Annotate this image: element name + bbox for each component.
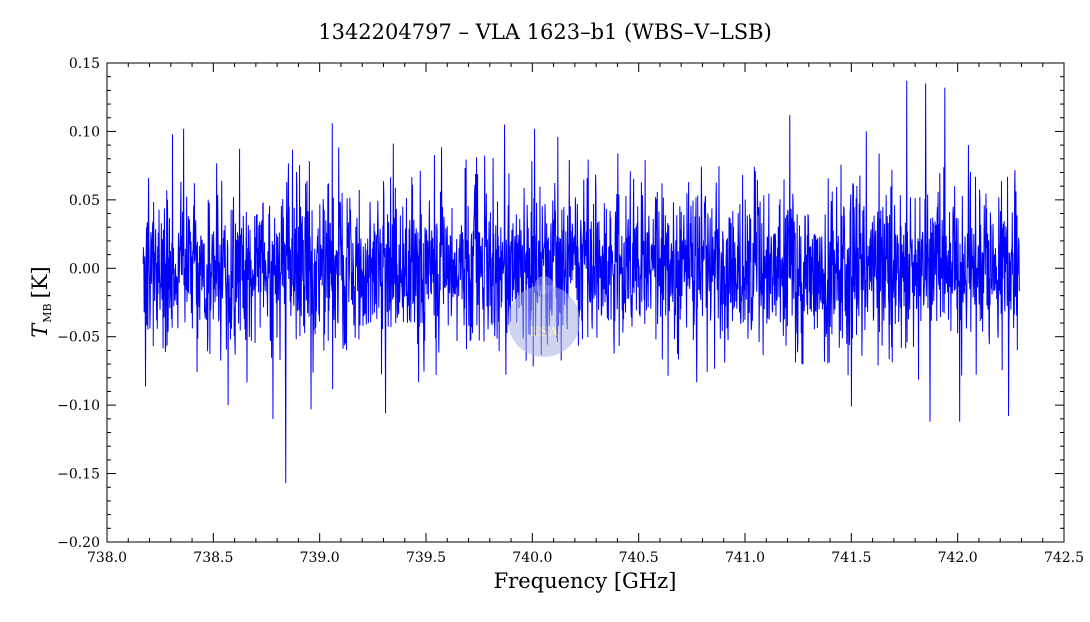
- y-tick-label: −0.20: [57, 535, 100, 551]
- y-tick-label: 0.00: [69, 261, 100, 277]
- plot-frame: [106, 62, 1065, 543]
- y-axis-title-unit: [K]: [28, 266, 52, 298]
- series-line: [142, 80, 1020, 484]
- y-tick-label: 0.15: [69, 56, 100, 72]
- y-tick-label: 0.05: [69, 193, 100, 209]
- x-tick-label: 738.0: [87, 550, 127, 566]
- x-tick-label: 741.5: [831, 550, 871, 566]
- x-tick-label: 740.5: [619, 550, 659, 566]
- y-axis-title-subscript: MB: [41, 303, 54, 322]
- y-tick-label: −0.05: [57, 330, 100, 346]
- chart-title: 1342204797 – VLA 1623–b1 (WBS–V–LSB): [318, 20, 772, 44]
- x-axis-title: Frequency [GHz]: [494, 569, 677, 593]
- x-tick-label: 740.0: [512, 550, 552, 566]
- y-axis: −0.20 −0.15 −0.10 −0.05 0.00 0.05 0.10 0.15: [57, 56, 1064, 551]
- x-axis: 738.0 738.5 739.0 739.5 740.0 740.5 741.0 741.5…: [87, 63, 1084, 566]
- esa-watermark-icon: ESA: [508, 276, 580, 357]
- svg-text:TMB[K]: TMB [K]: [28, 266, 54, 337]
- y-tick-label: 0.10: [69, 124, 100, 140]
- series-layer: [142, 80, 1020, 484]
- y-axis-title-symbol: T: [28, 322, 52, 338]
- y-axis-title: TMB [K]: [28, 266, 54, 337]
- y-tick-label: −0.10: [57, 398, 100, 414]
- x-tick-label: 739.5: [406, 550, 446, 566]
- x-tick-label: 742.0: [938, 550, 978, 566]
- watermark-label: ESA: [529, 325, 559, 340]
- x-tick-label: 742.5: [1044, 550, 1084, 566]
- x-tick-label: 741.0: [725, 550, 765, 566]
- x-tick-label: 739.0: [300, 550, 340, 566]
- y-tick-label: −0.15: [57, 467, 100, 483]
- x-tick-label: 738.5: [193, 550, 233, 566]
